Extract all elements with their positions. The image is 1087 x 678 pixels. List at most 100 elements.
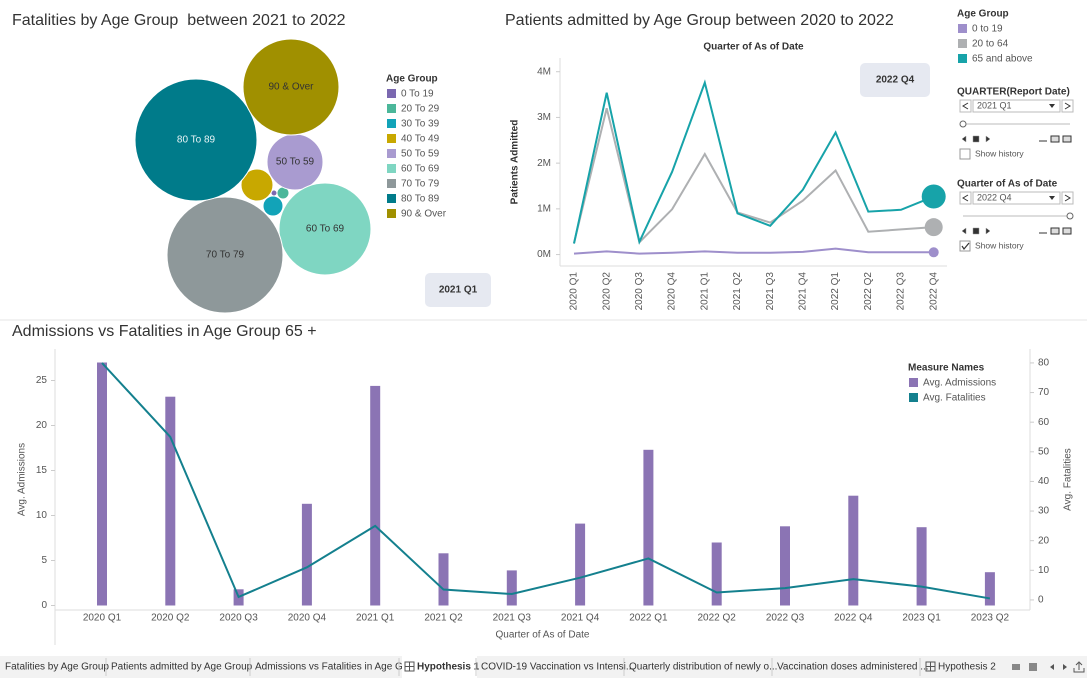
legend-swatch — [387, 179, 396, 188]
annotation: 2022 Q4 — [876, 75, 915, 86]
y-tick-label: 25 — [36, 375, 48, 386]
x-tick-label: 2020 Q4 — [288, 613, 327, 624]
share-icon[interactable] — [1073, 661, 1085, 673]
legend-swatch — [958, 39, 967, 48]
x-tick-label: 2020 Q3 — [634, 272, 645, 311]
bubble-label: 90 & Over — [268, 82, 314, 93]
tab-label[interactable]: Fatalities by Age Group — [5, 662, 109, 673]
legend-title: Age Group — [957, 9, 1009, 20]
y2-tick-label: 10 — [1038, 565, 1050, 576]
dropdown-caret — [1049, 196, 1055, 200]
legend-label: 20 To 29 — [401, 104, 440, 115]
bubble — [134, 78, 258, 202]
y2-tick-label: 20 — [1038, 535, 1050, 546]
dropdown-caret — [1049, 104, 1055, 108]
tab-label[interactable]: Patients admitted by Age Group — [111, 662, 253, 673]
legend-label: 20 to 64 — [972, 39, 1009, 50]
y2-tick-label: 50 — [1038, 446, 1050, 457]
tab-label[interactable]: Hypothesis 2 — [938, 662, 996, 673]
tab-label[interactable]: Vaccination doses administered ... — [777, 662, 929, 673]
line-series — [101, 362, 991, 600]
legend-swatch — [909, 378, 918, 387]
next-button[interactable] — [1061, 191, 1074, 205]
x-tick-label: 2020 Q2 — [601, 272, 612, 311]
y-tick-label: 20 — [36, 420, 48, 431]
bar — [370, 385, 381, 606]
y-tick-label: 1M — [537, 203, 551, 214]
history-checkbox[interactable] — [959, 148, 971, 160]
speed-buttons[interactable] — [1039, 135, 1072, 143]
y2-tick-label: 0 — [1038, 595, 1044, 606]
legend-title: Age Group — [386, 74, 438, 85]
legend-label: Avg. Fatalities — [923, 393, 986, 404]
bar — [97, 362, 107, 606]
x-tick-label: 2021 Q4 — [798, 272, 809, 311]
y-tick-label: 4M — [537, 66, 551, 77]
y-axis-label: Avg. Admissions — [17, 443, 28, 516]
tab-label[interactable]: COVID-19 Vaccination vs Intensi... — [481, 662, 634, 673]
filter-title: Quarter of As of Date — [957, 179, 1058, 190]
prev-arrow — [962, 102, 969, 110]
prev-button[interactable] — [959, 191, 972, 205]
speed-buttons[interactable] — [1039, 227, 1072, 235]
slider-thumb[interactable] — [959, 120, 967, 128]
chart-subtitle: Quarter of As of Date — [703, 42, 804, 53]
x-tick-label: 2022 Q2 — [698, 613, 737, 624]
legend-swatch — [387, 119, 396, 128]
bar — [438, 553, 449, 606]
legend-label: 0 To 19 — [401, 89, 434, 100]
bar — [301, 503, 312, 606]
tab-label[interactable]: Admissions vs Fatalities in Age G... — [255, 662, 411, 673]
next-button[interactable] — [1061, 99, 1074, 113]
legend-label: 80 To 89 — [401, 194, 440, 205]
x-tick-label: 2022 Q2 — [863, 272, 874, 311]
annotation-box — [425, 273, 491, 307]
prev-button[interactable] — [959, 99, 972, 113]
view-icons[interactable] — [1012, 663, 1037, 671]
x-tick-label: 2020 Q1 — [83, 613, 122, 624]
next-arrow — [1064, 194, 1071, 202]
legend-label: 65 and above — [972, 54, 1033, 65]
bar — [506, 570, 517, 606]
bubble-label: 80 To 89 — [177, 135, 216, 146]
playback-buttons[interactable] — [961, 135, 991, 143]
dropdown[interactable] — [972, 99, 1061, 113]
y2-tick-label: 60 — [1038, 417, 1050, 428]
bubble-label: 50 To 59 — [276, 157, 315, 168]
next-arrow — [1064, 102, 1071, 110]
y-axis-label: Patients Admitted — [510, 120, 521, 205]
annotation: 2021 Q1 — [439, 285, 478, 296]
legend-swatch — [958, 54, 967, 63]
x-tick-label: 2023 Q1 — [902, 613, 941, 624]
y2-axis-label: Avg. Fatalities — [1063, 448, 1074, 511]
legend-swatch — [387, 164, 396, 173]
legend-swatch — [387, 89, 396, 98]
x-axis-label: Quarter of As of Date — [496, 630, 590, 641]
tab-label[interactable]: Quarterly distribution of newly o... — [629, 662, 777, 673]
y-tick-label: 3M — [537, 112, 551, 123]
nav-arrows[interactable] — [1050, 664, 1067, 670]
x-tick-label: 2022 Q1 — [629, 613, 668, 624]
x-tick-label: 2022 Q4 — [834, 613, 873, 624]
filter-title: QUARTER(Report Date) — [957, 87, 1070, 98]
line-series — [573, 247, 934, 255]
x-tick-label: 2021 Q4 — [561, 613, 600, 624]
x-tick-label: 2020 Q1 — [569, 272, 580, 311]
bubble-label: 60 To 69 — [306, 224, 345, 235]
playback-buttons[interactable] — [961, 227, 991, 235]
dashboard-icon — [925, 661, 936, 672]
tab-label[interactable]: Hypothesis 1 — [417, 662, 480, 673]
slider-thumb[interactable] — [1066, 212, 1074, 220]
y2-tick-label: 80 — [1038, 358, 1050, 369]
legend-label: Avg. Admissions — [923, 378, 996, 389]
dropdown-value: 2021 Q1 — [977, 100, 1012, 110]
history-checkbox[interactable] — [959, 240, 971, 252]
dashboard-icon — [404, 661, 415, 672]
y-tick-label: 10 — [36, 510, 48, 521]
tab-selected — [402, 656, 477, 678]
legend-title: Measure Names — [908, 363, 985, 374]
legend-swatch — [909, 393, 918, 402]
bubble-label: 70 To 79 — [206, 250, 245, 261]
dropdown[interactable] — [972, 191, 1061, 205]
